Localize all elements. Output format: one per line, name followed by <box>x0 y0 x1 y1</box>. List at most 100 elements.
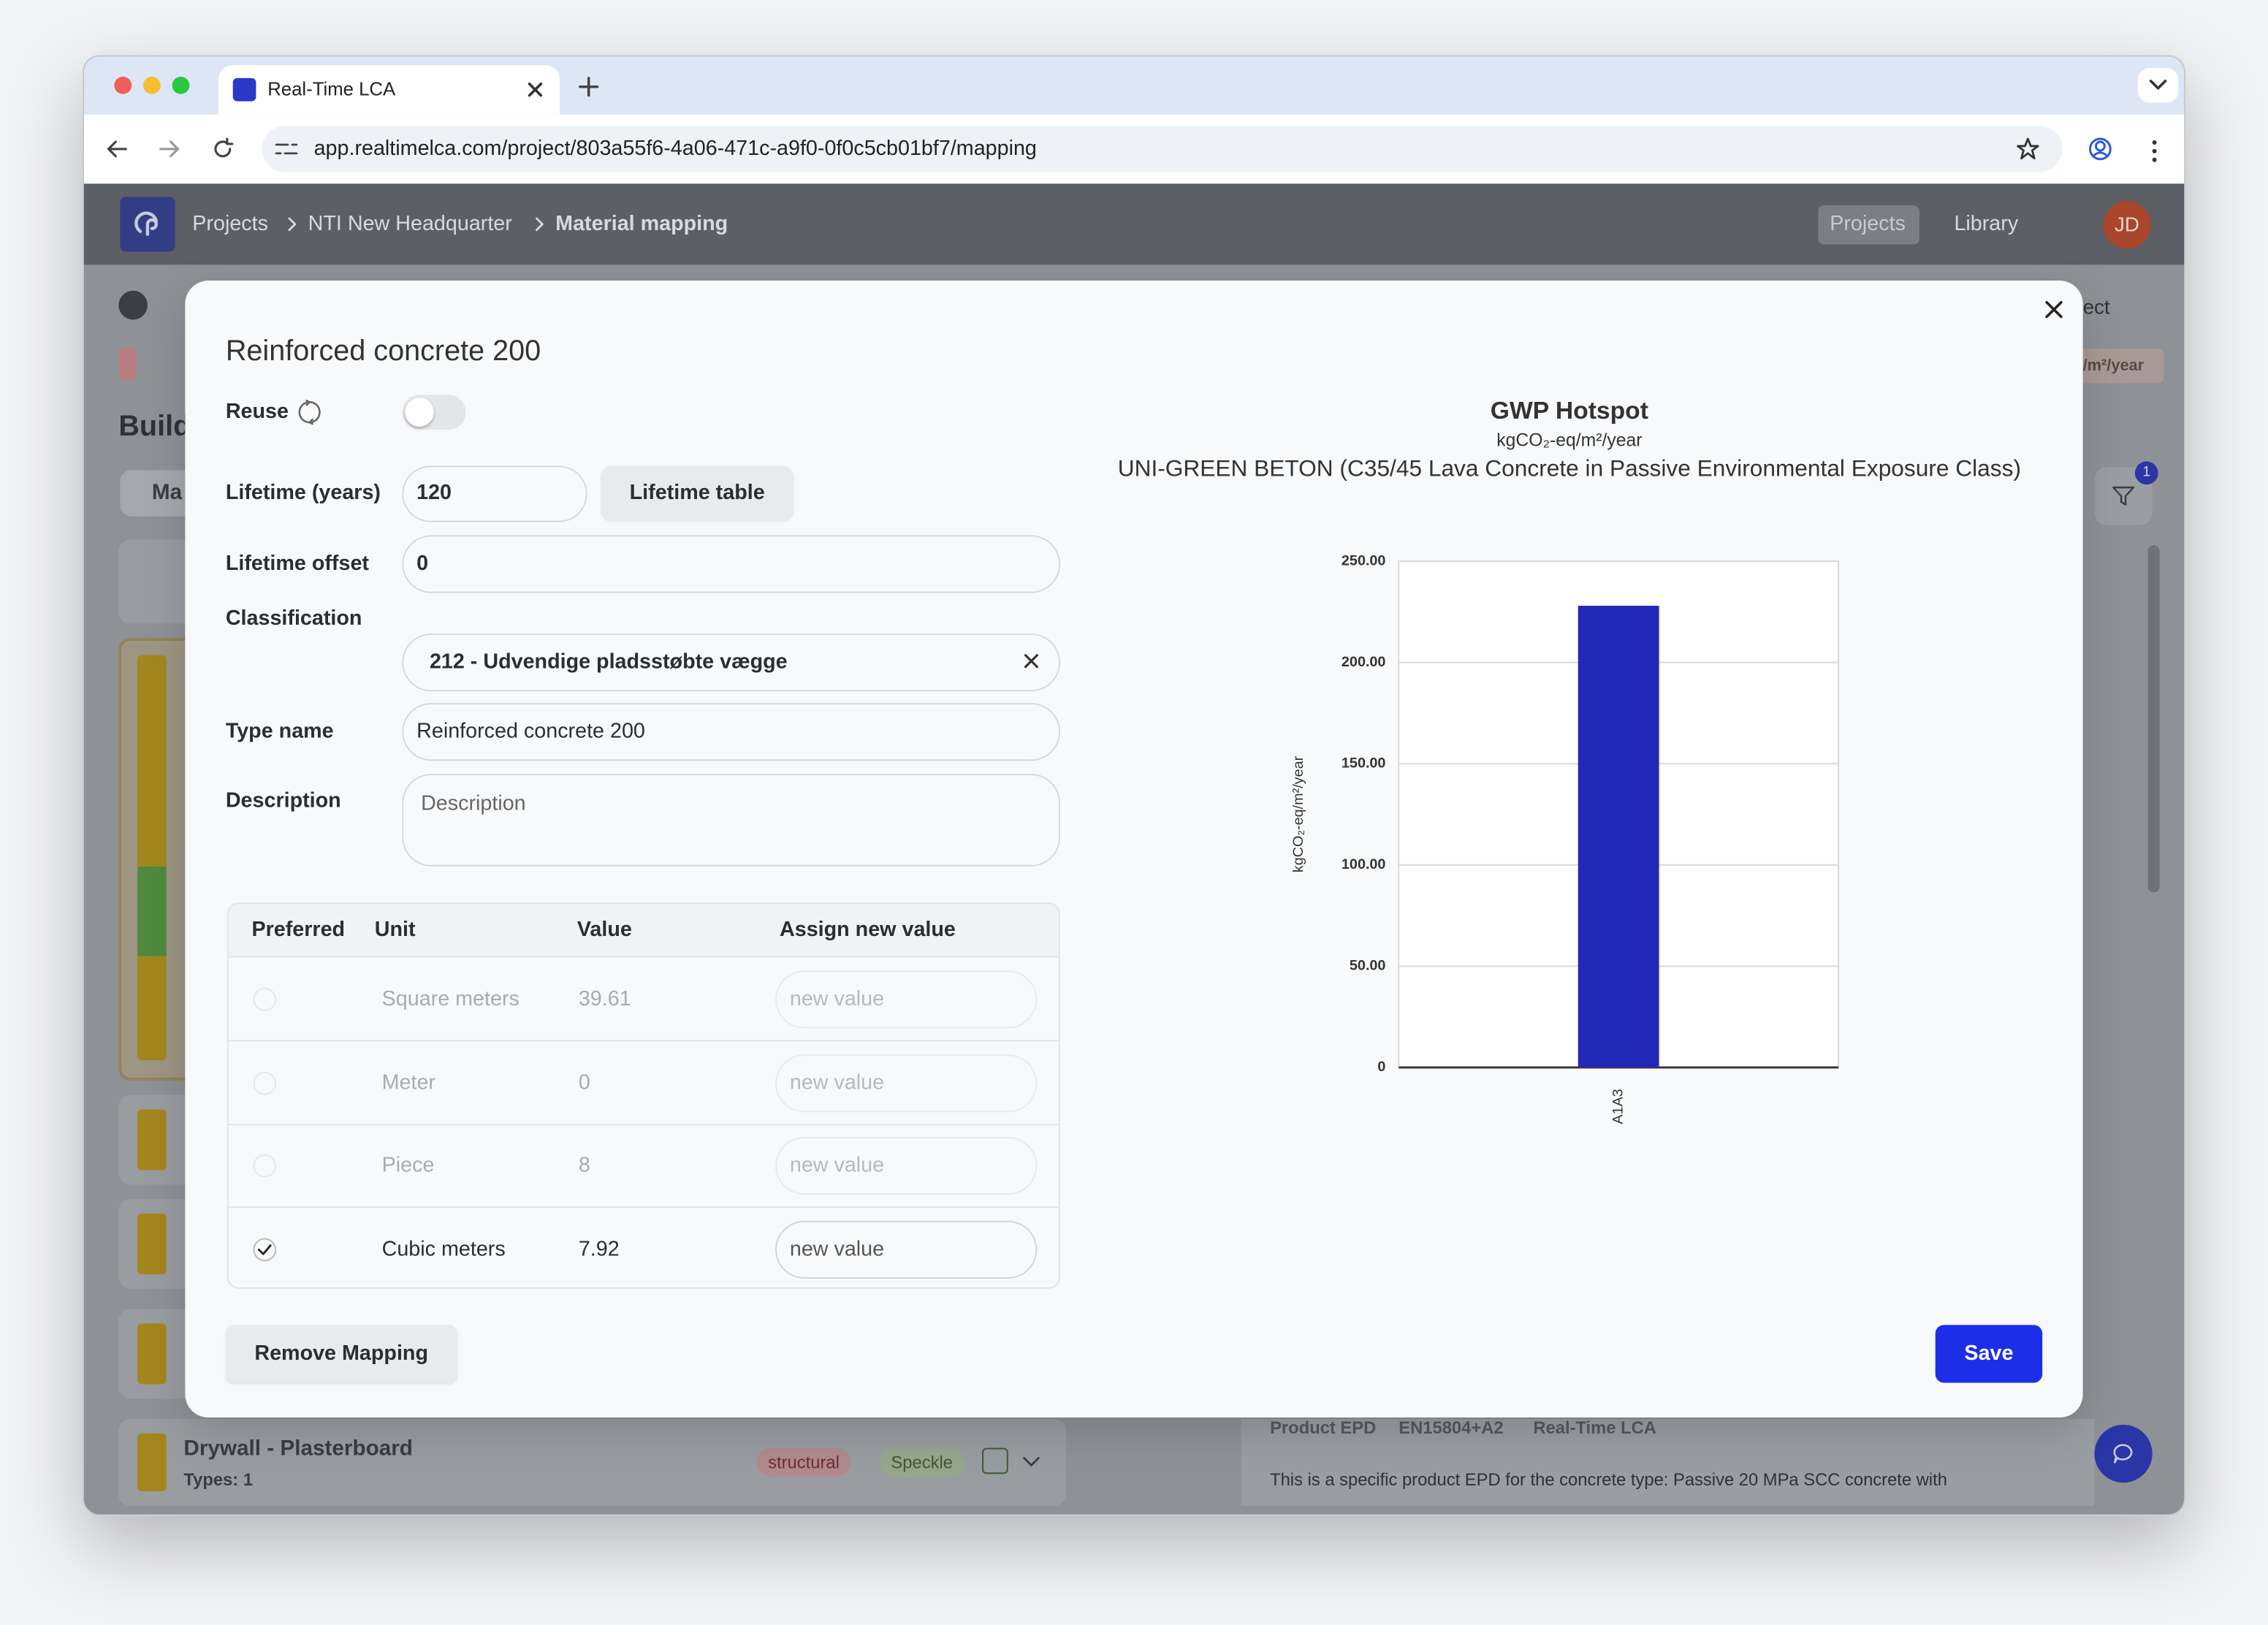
breadcrumb-separator <box>536 217 544 232</box>
tag: structural <box>756 1447 851 1477</box>
tab[interactable]: Real-Time LCA <box>218 65 560 115</box>
column-header: Preferred <box>251 918 346 942</box>
classification-select[interactable] <box>402 633 1061 692</box>
modal-close-shape <box>2045 300 2063 319</box>
check-shape <box>257 1244 272 1255</box>
new-value-placeholder: new value <box>789 988 885 1011</box>
profile <box>2089 137 2112 161</box>
new-tab <box>579 77 599 97</box>
unit: Cubic meters <box>381 1237 506 1261</box>
menu-dot[interactable] <box>2152 140 2157 145</box>
modal-close[interactable] <box>2045 300 2063 319</box>
column-header: Unit <box>374 918 416 942</box>
epd-tag: Product EPD <box>1270 1417 1377 1438</box>
toggle-knob <box>405 397 434 427</box>
site-info <box>275 143 298 155</box>
chart: GWP Hotspot kgCO₂-eq/m²/year UNI-GREEN BET… <box>1118 397 2021 1124</box>
window-control[interactable] <box>142 76 161 94</box>
address-bar[interactable]: app.realtimelca.com/project/803a55f6-4a0… <box>262 126 2063 172</box>
offset-input[interactable] <box>402 535 1061 593</box>
y-tick-label: 0 <box>1377 1059 1385 1075</box>
preferred-radio[interactable] <box>253 1237 277 1261</box>
menu-dot[interactable] <box>2152 157 2157 162</box>
new-value-placeholder: new value <box>789 1154 885 1178</box>
site-info-shape <box>275 143 298 155</box>
chat-icon <box>2113 1444 2133 1464</box>
row-divider <box>228 1206 1059 1208</box>
lifetime-table-button[interactable]: Lifetime table <box>600 465 794 522</box>
reuse-toggle[interactable] <box>402 395 466 430</box>
new-value-input[interactable]: new value <box>775 1136 1038 1195</box>
y-tick-label: 150.00 <box>1342 755 1386 771</box>
row-divider <box>228 1040 1059 1042</box>
value: 0 <box>578 1070 590 1095</box>
favicon <box>232 77 256 102</box>
type-name-input[interactable] <box>402 703 1061 761</box>
tab-close-shape <box>528 83 543 97</box>
chart-name: UNI-GREEN BETON (C35/45 Lava Concrete in… <box>1118 455 2021 482</box>
stripe <box>137 866 167 956</box>
window-control[interactable] <box>172 76 190 94</box>
new-value-input[interactable]: new value <box>775 970 1038 1029</box>
logo-mark <box>134 211 158 236</box>
breadcrumb-separator-shape <box>536 217 544 232</box>
epd-tag: EN15804+A2 <box>1399 1417 1504 1438</box>
back-shape <box>107 140 127 158</box>
nav-projects[interactable] <box>1818 205 1919 245</box>
unit: Square meters <box>381 988 520 1011</box>
save-button[interactable]: Save <box>1935 1325 2043 1383</box>
field-label: Description <box>225 789 341 813</box>
tab-title: Real-Time LCA <box>267 77 396 100</box>
y-tick-label: 250.00 <box>1342 552 1386 568</box>
forward <box>159 140 180 158</box>
nav-link[interactable]: Projects <box>1830 213 1906 236</box>
check <box>257 1244 272 1255</box>
modal-title: Reinforced concrete 200 <box>225 335 541 368</box>
classification-value: 212 - Udvendige pladsstøbte vægge <box>429 650 788 674</box>
value: 7.92 <box>578 1237 620 1261</box>
column-header: Value <box>576 918 632 942</box>
value: 39.61 <box>578 988 631 1011</box>
unit-table: Preferred Unit Value Assign new value Square… <box>227 902 1061 1289</box>
info-icon <box>118 290 148 320</box>
description-placeholder: Description <box>421 792 526 816</box>
offset-value: 0 <box>416 552 429 576</box>
unit-pill: /m²/year <box>2077 349 2164 384</box>
preferred-radio[interactable] <box>253 1070 277 1095</box>
field-label: Reuse <box>225 400 289 425</box>
tab-search-icon <box>2149 80 2167 90</box>
tab-search-icon-shape <box>2149 80 2167 90</box>
chat-button[interactable] <box>2094 1424 2153 1483</box>
preferred-radio[interactable] <box>253 988 277 1011</box>
menu-dot[interactable] <box>2152 148 2157 153</box>
breadcrumb[interactable]: NTI New Headquarter <box>308 213 512 236</box>
row-divider <box>228 1123 1059 1125</box>
preferred-radio[interactable] <box>253 1154 277 1178</box>
window-control[interactable] <box>114 76 132 94</box>
breadcrumb[interactable]: Projects <box>192 213 268 236</box>
y-tick-label: 200.00 <box>1342 654 1386 670</box>
breadcrumb: Material mapping <box>555 213 728 236</box>
avatar[interactable]: JD <box>2103 201 2151 249</box>
chart-subtitle: kgCO₂-eq/m²/year <box>1496 430 1642 450</box>
table-header <box>228 904 1059 958</box>
new-value-input[interactable]: new value <box>775 1219 1038 1278</box>
stripe <box>137 1109 167 1171</box>
classification-clear-shape <box>1024 654 1038 669</box>
nav-link[interactable]: Library <box>1954 213 2019 236</box>
filter-icon-shape <box>2112 486 2135 506</box>
epd-panel <box>1241 1418 2095 1506</box>
new-value-input[interactable]: new value <box>775 1054 1038 1112</box>
lifetime-value: 120 <box>416 482 452 505</box>
lifetime-input[interactable] <box>402 465 587 522</box>
checkbox[interactable] <box>982 1447 1008 1474</box>
remove-button[interactable]: Remove Mapping <box>225 1325 457 1383</box>
url: app.realtimelca.com/project/803a55f6-4a0… <box>313 137 1037 161</box>
tab-search[interactable] <box>2137 68 2179 103</box>
bookmark-shape <box>2017 137 2039 160</box>
y-tick-label: 50.00 <box>1350 958 1386 974</box>
description-input[interactable] <box>402 774 1061 867</box>
reload <box>214 137 234 158</box>
